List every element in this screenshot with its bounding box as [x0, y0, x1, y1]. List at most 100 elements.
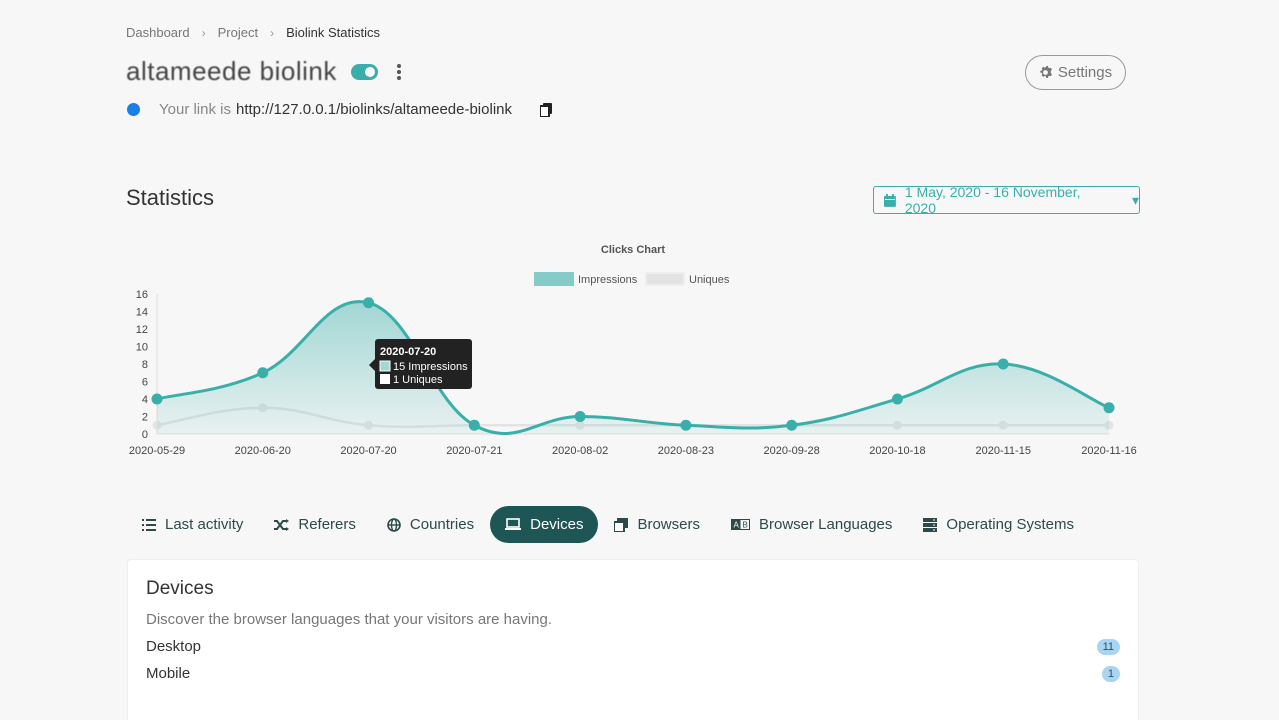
tab-label: Browsers — [637, 516, 700, 533]
chevron-right-icon: › — [270, 25, 275, 40]
caret-down-icon: ▾ — [1131, 191, 1139, 208]
y-tick-label: 2 — [142, 412, 148, 424]
server-icon — [923, 517, 938, 532]
tooltip-line: 1 Uniques — [393, 374, 443, 386]
x-tick-label: 2020-08-23 — [658, 445, 714, 457]
statistics-heading: Statistics — [126, 185, 215, 210]
legend-label: Uniques — [689, 274, 730, 286]
link-prefix: Your link is — [159, 101, 231, 118]
tooltip-swatch — [380, 374, 390, 384]
laptop-icon — [505, 518, 522, 530]
impressions-point — [1103, 402, 1115, 414]
tab-label: Devices — [530, 516, 584, 533]
count-badge: 1 — [1101, 665, 1120, 682]
page-title: altameede biolink — [126, 56, 337, 86]
chart-title: Clicks Chart — [601, 244, 666, 256]
tab-browsers[interactable]: Browsers — [599, 506, 715, 543]
title-row: altameede biolink — [126, 56, 402, 87]
impressions-point — [151, 393, 163, 405]
chevron-right-icon: › — [201, 25, 206, 40]
y-tick-label: 14 — [136, 307, 148, 319]
svg-text:A: A — [733, 521, 739, 530]
x-tick-label: 2020-09-28 — [764, 445, 820, 457]
legend-label: Impressions — [578, 274, 638, 286]
devices-card: Devices Discover the browser languages t… — [127, 559, 1139, 720]
copy-icon[interactable] — [540, 102, 552, 117]
y-tick-label: 4 — [142, 394, 148, 406]
link-row: Your link is http://127.0.0.1/biolinks/a… — [127, 101, 552, 118]
tab-label: Last activity — [165, 516, 244, 533]
svg-text:B: B — [742, 521, 747, 530]
settings-label: Settings — [1057, 64, 1113, 81]
device-label: Desktop — [146, 638, 202, 655]
impressions-point — [786, 419, 798, 431]
x-tick-label: 2020-07-20 — [340, 445, 396, 457]
tab-last-activity[interactable]: Last activity — [127, 506, 258, 543]
date-range-picker[interactable]: 1 May, 2020 - 16 November, 2020 ▾ — [873, 184, 1140, 216]
tab-operating-systems[interactable]: Operating Systems — [908, 506, 1089, 543]
device-label: Mobile — [146, 665, 191, 682]
stats-tabs: Last activity Referers Countries Devices… — [127, 506, 1090, 543]
breadcrumb: Dashboard › Project › Biolink Statistics — [126, 25, 380, 40]
y-tick-label: 10 — [136, 342, 148, 354]
legend-swatch — [645, 272, 685, 286]
impressions-area — [157, 301, 1109, 434]
impressions-point — [997, 358, 1009, 370]
y-tick-label: 16 — [136, 289, 148, 301]
tab-devices[interactable]: Devices — [490, 506, 599, 543]
tab-countries[interactable]: Countries — [372, 506, 489, 543]
breadcrumb-project[interactable]: Project — [217, 25, 259, 40]
date-range-label: 1 May, 2020 - 16 November, 2020 — [904, 184, 1081, 216]
impressions-line — [156, 300, 1110, 435]
list-item: Desktop 11 — [146, 638, 1120, 655]
y-tick-label: 6 — [142, 377, 148, 389]
x-tick-label: 2020-08-02 — [552, 445, 608, 457]
settings-button[interactable]: Settings — [1025, 55, 1126, 90]
status-dot — [127, 103, 140, 116]
impressions-point — [257, 367, 269, 379]
tab-label: Referers — [298, 516, 356, 533]
card-description: Discover the browser languages that your… — [146, 611, 553, 628]
x-tick-label: 2020-11-16 — [1081, 445, 1136, 457]
y-tick-label: 12 — [136, 324, 148, 336]
tooltip-swatch — [379, 360, 391, 372]
y-tick-label: 0 — [142, 429, 148, 441]
tooltip — [375, 339, 472, 389]
window-icon — [614, 517, 629, 532]
x-tick-label: 2020-11-15 — [975, 445, 1030, 457]
x-tick-label: 2020-06-20 — [235, 445, 291, 457]
impressions-point — [363, 297, 375, 309]
legend-swatch — [534, 272, 574, 286]
list-item: Mobile 1 — [146, 665, 1120, 682]
x-tick-label: 2020-10-18 — [869, 445, 925, 457]
card-title: Devices — [146, 578, 214, 599]
x-tick-label: 2020-05-29 — [129, 445, 185, 457]
impressions-point — [891, 393, 903, 405]
calendar-icon — [884, 193, 896, 207]
globe-icon — [387, 517, 401, 532]
x-tick-label: 2020-07-21 — [446, 445, 502, 457]
tooltip-line: 15 Impressions — [393, 361, 468, 373]
enable-toggle[interactable] — [350, 63, 378, 80]
y-tick-label: 8 — [142, 359, 148, 371]
list-icon — [142, 518, 156, 531]
tab-referers[interactable]: Referers — [259, 506, 371, 543]
gear-icon — [1040, 66, 1052, 78]
clicks-chart: Clicks Chart Impressions Uniques 0 2 4 6 8 10 12 1… — [129, 244, 1137, 457]
more-options-icon[interactable] — [396, 63, 402, 80]
biolink-url[interactable]: http://127.0.0.1/biolinks/altameede-biol… — [235, 101, 512, 118]
shuffle-icon — [274, 518, 290, 531]
impressions-point — [468, 419, 480, 431]
count-badge: 11 — [1096, 638, 1120, 655]
tab-label: Countries — [409, 516, 475, 533]
tab-label: Browser Languages — [758, 516, 893, 533]
tab-label: Operating Systems — [946, 516, 1074, 533]
breadcrumb-current: Biolink Statistics — [286, 25, 380, 40]
tooltip-arrow — [369, 359, 375, 371]
impressions-point — [680, 419, 692, 431]
tooltip-title: 2020-07-20 — [380, 346, 436, 358]
breadcrumb-dashboard[interactable]: Dashboard — [126, 25, 190, 40]
